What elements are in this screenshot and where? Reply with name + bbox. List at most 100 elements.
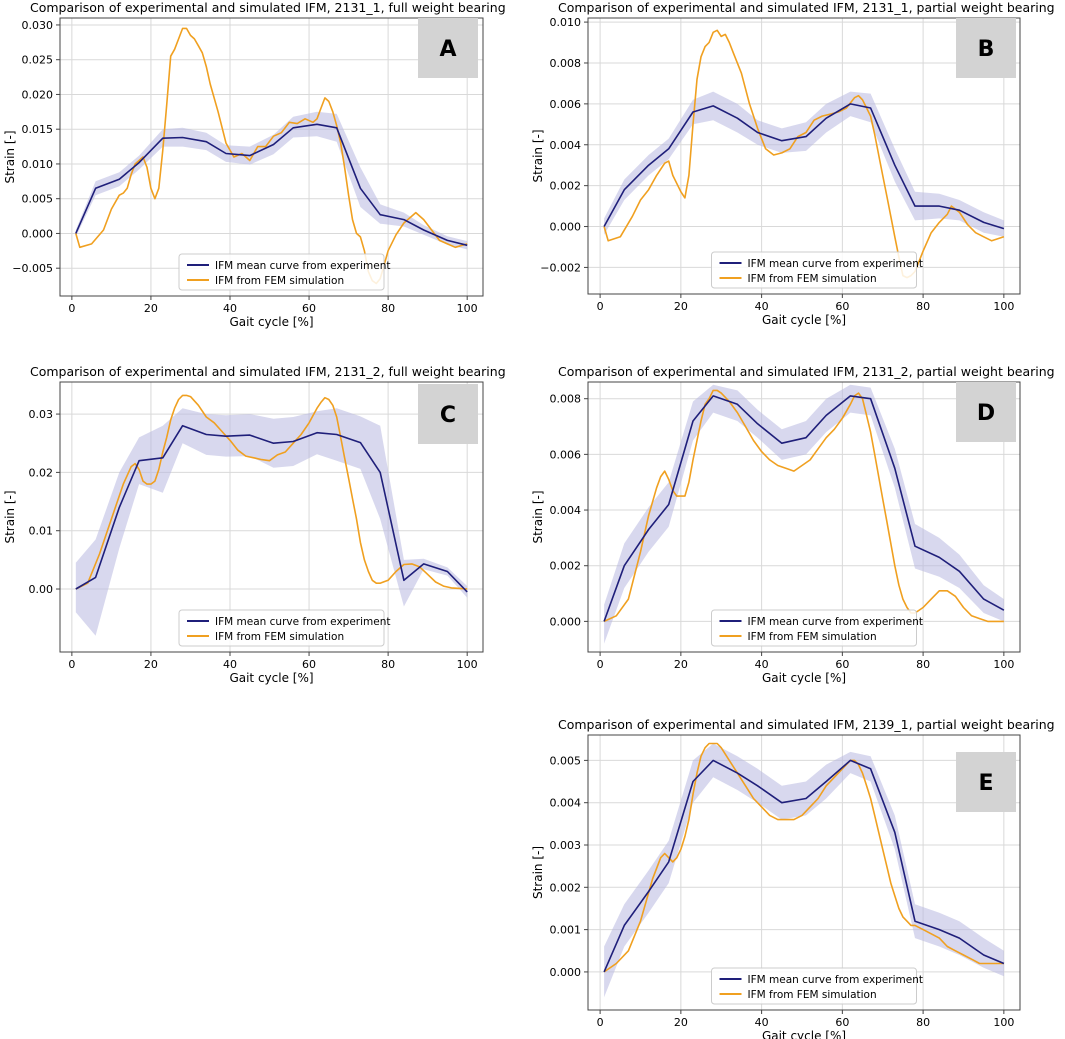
x-tick-label: 80 [916, 300, 930, 313]
x-tick-label: 60 [835, 658, 849, 671]
x-axis-label: Gait cycle [%] [229, 671, 313, 685]
experiment-mean-line [75, 123, 468, 247]
y-tick-label: 0.020 [22, 88, 54, 101]
y-tick-label: 0.030 [22, 19, 54, 32]
x-tick-label: 20 [674, 1016, 688, 1029]
legend-box [711, 251, 917, 289]
experiment-std-band [75, 408, 468, 636]
legend-mean-label: IFM mean curve from experiment [215, 616, 391, 628]
chart-title: Comparison of experimental and simulated… [558, 364, 1055, 379]
x-tick-label: 0 [597, 1016, 604, 1029]
y-tick-label: 0.02 [29, 466, 54, 479]
x-tick-label: 20 [144, 658, 158, 671]
x-tick-label: 100 [993, 300, 1014, 313]
legend-fem-label: IFM from FEM simulation [215, 275, 344, 287]
panel-badge [956, 382, 1016, 442]
x-tick-label: 80 [381, 302, 395, 315]
legend-fem-label: IFM from FEM simulation [215, 631, 344, 643]
legend-box [178, 253, 385, 291]
x-tick-label: 40 [223, 302, 237, 315]
legend-mean-label: IFM mean curve from experiment [748, 616, 924, 628]
plot-frame [587, 17, 1021, 295]
y-tick-label: 0.002 [550, 180, 582, 193]
panel-badge [956, 752, 1016, 812]
y-tick-label: 0.008 [550, 57, 582, 70]
x-tick-label: 20 [674, 658, 688, 671]
experiment-std-band [604, 743, 1004, 998]
chart-title: Comparison of experimental and simulated… [558, 717, 1055, 732]
y-tick-label: 0.025 [22, 54, 54, 67]
legend-box [178, 609, 385, 647]
y-tick-label: 0.005 [550, 754, 582, 767]
x-tick-label: 60 [302, 302, 316, 315]
y-tick-label: 0.003 [550, 839, 582, 852]
legend: IFM mean curve from experiment IFM from F… [711, 609, 924, 647]
y-tick-label: 0.008 [550, 393, 582, 406]
y-tick-label: 0.010 [550, 16, 582, 29]
fem-simulation-line [603, 389, 1004, 623]
panel-letter: D [977, 401, 995, 426]
y-tick-label: 0.010 [22, 158, 54, 171]
x-tick-label: 100 [993, 1016, 1014, 1029]
legend: IFM mean curve from experiment IFM from F… [711, 967, 924, 1005]
experiment-mean-line [603, 759, 1005, 973]
legend: IFM mean curve from experiment IFM from F… [178, 609, 391, 647]
x-tick-label: 80 [916, 658, 930, 671]
legend-mean-label: IFM mean curve from experiment [215, 260, 391, 272]
x-tick-label: 20 [144, 302, 158, 315]
y-tick-label: 0.000 [550, 615, 582, 628]
legend-fem-label: IFM from FEM simulation [748, 989, 877, 1001]
x-tick-label: 60 [835, 300, 849, 313]
chart-panel-e: Comparison of experimental and simulated… [531, 717, 1055, 1039]
y-tick-label: 0.004 [550, 139, 582, 152]
panel-letter: A [439, 37, 456, 62]
legend-box [711, 609, 917, 647]
y-tick-label: 0.000 [22, 227, 54, 240]
legend-mean-label: IFM mean curve from experiment [748, 258, 924, 270]
y-axis-label: Strain [-] [3, 490, 17, 543]
y-tick-label: 0.004 [550, 504, 582, 517]
x-tick-label: 80 [381, 658, 395, 671]
y-tick-label: 0.001 [550, 924, 582, 937]
x-tick-label: 40 [755, 658, 769, 671]
legend: IFM mean curve from experiment IFM from F… [178, 253, 391, 291]
panel-letter: E [978, 771, 993, 796]
x-tick-label: 80 [916, 1016, 930, 1029]
legend-fem-label: IFM from FEM simulation [748, 273, 877, 285]
legend-mean-label: IFM mean curve from experiment [748, 974, 924, 986]
y-tick-label: 0.03 [29, 408, 54, 421]
chart-panel-a: Comparison of experimental and simulated… [3, 0, 506, 329]
x-tick-label: 60 [302, 658, 316, 671]
chart-panel-d: Comparison of experimental and simulated… [531, 364, 1055, 685]
x-tick-label: 0 [597, 658, 604, 671]
y-tick-label: 0.006 [550, 98, 582, 111]
chart-title: Comparison of experimental and simulated… [30, 0, 506, 15]
chart-title: Comparison of experimental and simulated… [558, 0, 1055, 15]
x-axis-label: Gait cycle [%] [762, 1029, 846, 1039]
fem-simulation-line [75, 394, 468, 590]
y-tick-label: 0.002 [550, 881, 582, 894]
panel-badge [418, 18, 478, 78]
panel-badge [956, 18, 1016, 78]
y-tick-label: 0.002 [550, 560, 582, 573]
panel-badge [418, 384, 478, 444]
chart-title: Comparison of experimental and simulated… [30, 364, 506, 379]
panel-letter: C [440, 403, 456, 428]
legend-box [711, 967, 917, 1005]
fem-simulation-line [603, 29, 1005, 279]
x-tick-label: 0 [68, 302, 75, 315]
x-tick-label: 0 [68, 658, 75, 671]
y-axis-label: Strain [-] [531, 846, 545, 899]
x-axis-label: Gait cycle [%] [229, 315, 313, 329]
y-tick-label: 0.01 [29, 525, 54, 538]
y-tick-label: 0.000 [550, 966, 582, 979]
y-tick-label: 0.006 [550, 448, 582, 461]
chart-panel-c: Comparison of experimental and simulated… [3, 364, 506, 685]
y-tick-label: 0.005 [22, 193, 54, 206]
chart-panel-b: Comparison of experimental and simulated… [531, 0, 1055, 327]
experiment-mean-line [603, 103, 1005, 230]
x-tick-label: 20 [674, 300, 688, 313]
fem-simulation-line [603, 742, 1004, 973]
experiment-mean-line [603, 395, 1005, 622]
